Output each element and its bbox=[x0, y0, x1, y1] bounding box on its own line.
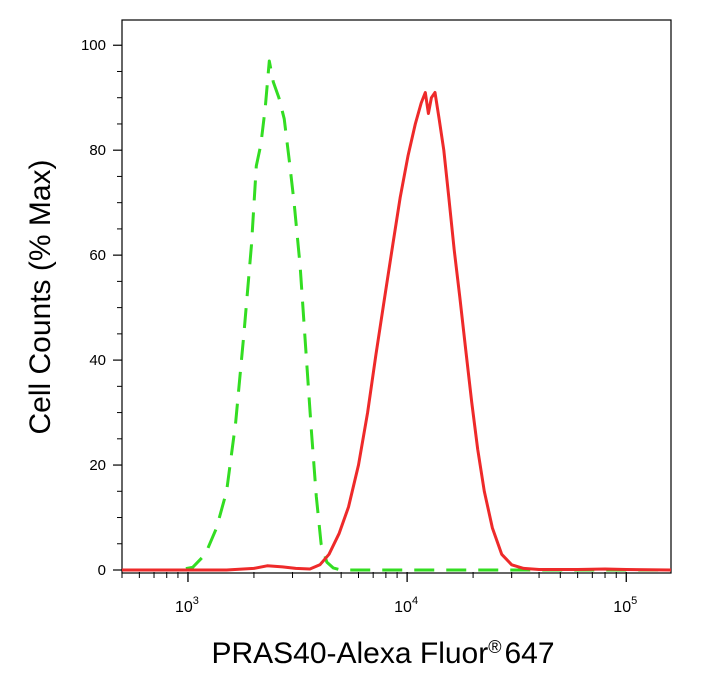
y-tick-label: 40 bbox=[89, 352, 106, 369]
series-layer bbox=[122, 59, 672, 572]
x-axis-title-main: PRAS40-Alexa Fluor bbox=[211, 637, 488, 670]
y-axis-title: Cell Counts (% Max) bbox=[24, 159, 57, 434]
y-tick-label: 80 bbox=[89, 142, 106, 159]
y-tick-label: 20 bbox=[89, 457, 106, 474]
y-tick-label: 100 bbox=[81, 37, 106, 54]
x-tick-label: 105 bbox=[613, 595, 637, 616]
x-axis-title-suffix: 647 bbox=[505, 637, 555, 670]
isotype-control-histogram bbox=[122, 59, 671, 572]
x-tick-label: 104 bbox=[394, 595, 418, 616]
plot-frame bbox=[121, 19, 672, 574]
y-tick-label: 0 bbox=[98, 562, 106, 579]
x-tick-label: 103 bbox=[175, 595, 199, 616]
y-tick-label: 60 bbox=[89, 247, 106, 264]
x-axis-title-registered-mark: ® bbox=[488, 637, 501, 657]
y-axis-ticks: 0 20 40 60 80 100 bbox=[81, 37, 122, 579]
sample-histogram bbox=[122, 91, 672, 572]
x-axis-title: PRAS40-Alexa Fluor® 647 bbox=[211, 637, 554, 670]
x-axis-ticks: 103 104 105 bbox=[121, 572, 637, 616]
